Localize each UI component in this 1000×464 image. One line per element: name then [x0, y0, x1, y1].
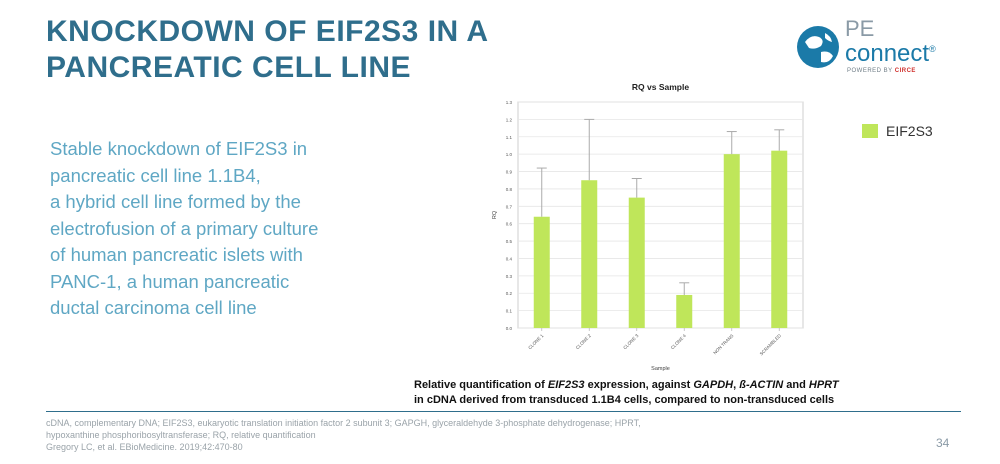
y-axis-label: RQ — [492, 210, 498, 219]
y-tick-label: 1.2 — [506, 117, 513, 122]
x-axis-label: Sample — [651, 366, 670, 372]
footnote-line: cDNA, complementary DNA; EIF2S3, eukaryo… — [46, 418, 641, 428]
caption-gene: GAPDH — [693, 379, 734, 391]
body-line: a hybrid cell line formed by the — [50, 191, 301, 212]
slide-title-line-2: PANCREATIC CELL LINE — [46, 51, 412, 84]
caption-text: , — [733, 379, 740, 391]
y-tick-label: 0.1 — [506, 309, 513, 314]
body-line: pancreatic cell line 1.1B4, — [50, 164, 261, 186]
chart-title: RQ vs Sample — [632, 82, 689, 92]
logo-pe-text: PE — [845, 16, 875, 41]
logo-trademark: ® — [929, 44, 936, 54]
plot-area — [517, 101, 804, 329]
caption-gene: HPRT — [808, 379, 839, 391]
logo-powered-by: POWERED BY CIRCE — [847, 68, 916, 74]
logo-powered-text: POWERED BY — [847, 68, 895, 74]
page-number: 34 — [936, 436, 950, 450]
slide-title: KNOCKDOWN OF EIF2S3 IN A PANCREATIC CELL… — [46, 14, 606, 86]
bar — [723, 154, 740, 328]
body-line: Stable knockdown of EIF2S3 in — [50, 138, 308, 159]
body-line: electrofusion of a primary culture — [50, 217, 319, 239]
y-tick-label: 0.2 — [506, 291, 513, 296]
caption-text: expression, against — [584, 379, 694, 391]
bar — [581, 180, 598, 328]
bar — [533, 216, 550, 328]
body-line: ductal carcinoma cell line — [50, 297, 257, 318]
y-tick-label: 0.6 — [506, 222, 513, 227]
y-tick-label: 0.5 — [506, 239, 513, 244]
caption-line-2: in cDNA derived from transduced 1.1B4 ce… — [414, 394, 835, 406]
caption-text: Relative quantification of — [414, 379, 548, 391]
body-line: PANC-1, a human pancreatic — [50, 270, 290, 292]
logo-connect-text: connect® — [845, 36, 936, 67]
y-tick-label: 0.7 — [506, 204, 513, 209]
legend-swatch — [862, 124, 878, 138]
footnote: cDNA, complementary DNA; EIF2S3, eukaryo… — [46, 417, 916, 453]
footer-divider — [46, 411, 961, 412]
chart-caption: Relative quantification of EIF2S3 expres… — [414, 378, 934, 408]
bar — [628, 197, 645, 328]
legend-label: EIF2S3 — [886, 123, 933, 139]
y-tick-label: 1.1 — [506, 135, 513, 140]
y-tick-label: 0.8 — [506, 187, 513, 192]
y-tick-label: 0.9 — [506, 170, 513, 175]
x-tick-label: SCRAMBLED — [759, 333, 783, 357]
y-tick-label: 1.0 — [506, 152, 513, 157]
caption-gene: EIF2S3 — [547, 379, 585, 391]
bar — [676, 294, 693, 328]
bar — [771, 150, 788, 328]
slide-body-text: Stable knockdown of EIF2S3 in pancreatic… — [50, 136, 410, 322]
logo-connect-word: connect — [845, 40, 930, 67]
y-tick-label: 1.3 — [506, 100, 513, 105]
footnote-citation: Gregory LC, et al. EBioMedicine. 2019;42… — [46, 442, 243, 452]
x-tick-label: NON TRANS — [712, 333, 734, 355]
caption-line-1: Relative quantification of EIF2S3 expres… — [414, 378, 934, 393]
x-tick-label: CLONE 2 — [575, 333, 593, 351]
x-tick-label: CLONE 4 — [670, 333, 688, 351]
x-tick-label: CLONE 1 — [527, 333, 545, 351]
slide-title-line-1: KNOCKDOWN OF EIF2S3 IN A — [46, 15, 489, 48]
footnote-line: hypoxanthine phosphoribosyltransferase; … — [46, 430, 316, 440]
y-tick-label: 0.3 — [506, 274, 513, 279]
pe-connect-logo: PE connect® POWERED BY CIRCE — [795, 16, 975, 80]
body-line: of human pancreatic islets with — [50, 244, 303, 265]
caption-gene: ß-ACTIN — [739, 379, 784, 391]
globe-icon — [797, 26, 839, 68]
chart-svg: RQ vs Sample 0.0 0.1 0.2 0.3 0.4 0.5 0.6 0.7 0.8 0… — [492, 82, 804, 372]
logo-powered-brand: CIRCE — [894, 68, 916, 74]
x-tick-label: CLONE 3 — [622, 333, 640, 351]
rq-bar-chart: RQ vs Sample 0.0 0.1 0.2 0.3 0.4 0.5 0.6 0.7 0.8 0… — [478, 78, 818, 378]
y-tick-label: 0.0 — [506, 326, 513, 331]
y-tick-label: 0.4 — [506, 256, 513, 261]
caption-text: and — [783, 379, 809, 391]
